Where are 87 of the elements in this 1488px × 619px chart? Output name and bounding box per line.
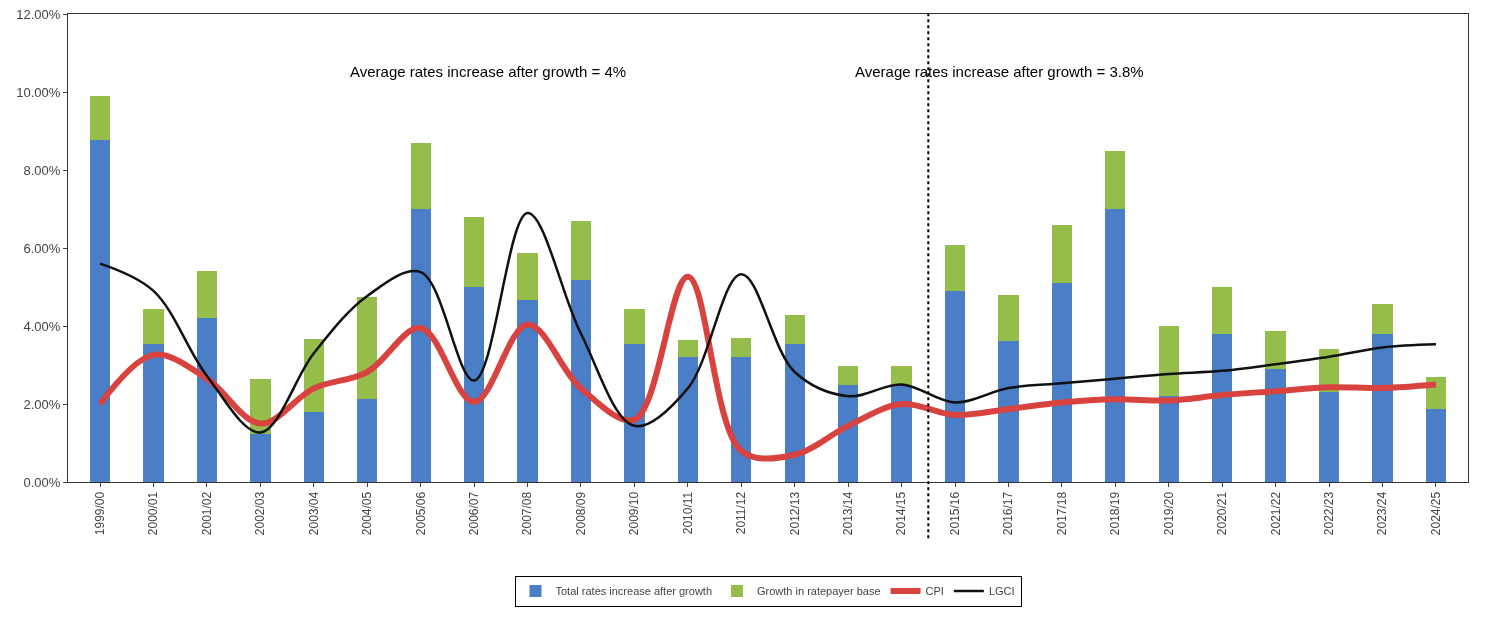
bar: [570, 279, 592, 482]
x-tick-label: 2010/11: [680, 491, 695, 535]
x-tick-label: 2002/03: [253, 491, 268, 536]
y-tick-label: 6.00%: [23, 240, 61, 256]
x-tick-label: 2003/04: [306, 491, 321, 536]
bar: [357, 399, 378, 482]
bar: [624, 309, 645, 344]
annotation: Average rates increase after growth = 4%: [350, 63, 627, 80]
bar: [250, 433, 271, 482]
y-tick-label: 10.00%: [16, 84, 61, 100]
bar: [196, 271, 218, 319]
legend-label: Total rates increase after growth: [555, 585, 713, 598]
x-tick-label: 2023/24: [1375, 491, 1390, 536]
bar: [944, 244, 966, 291]
bar: [944, 290, 966, 482]
y-tick-label: 0.00%: [23, 474, 61, 490]
bar: [410, 209, 431, 482]
bar: [1425, 409, 1447, 482]
bar: [463, 216, 485, 287]
x-tick-label: 2022/23: [1321, 491, 1336, 536]
x-tick-label: 2004/05: [360, 491, 375, 536]
bar: [143, 309, 164, 344]
bar: [89, 139, 111, 482]
bar: [624, 343, 645, 482]
bar: [570, 221, 592, 280]
bar: [1212, 287, 1233, 334]
x-tick-label: 2013/14: [841, 491, 856, 536]
bar: [891, 385, 912, 482]
bar: [998, 340, 1019, 482]
x-tick-label: 2018/19: [1108, 491, 1123, 536]
bar: [1372, 333, 1393, 482]
bar: [1051, 283, 1073, 482]
legend-label: LGCI: [988, 585, 1015, 598]
x-tick-label: 2021/22: [1268, 491, 1283, 536]
x-tick-label: 2012/13: [787, 491, 802, 536]
bar: [463, 287, 485, 482]
bar: [89, 95, 111, 140]
bar: [1105, 209, 1126, 482]
bar: [998, 294, 1019, 341]
x-tick-label: 2014/15: [894, 491, 909, 536]
bar: [1212, 333, 1233, 482]
x-tick-label: 2007/08: [520, 491, 535, 536]
bar: [1265, 368, 1286, 482]
line-series: [98, 211, 1438, 434]
x-tick-label: 2000/01: [146, 491, 161, 536]
bar: [731, 357, 752, 482]
x-tick-label: 2016/17: [1001, 491, 1016, 536]
legend-label: Growth in ratepayer base: [757, 585, 881, 598]
bar: [1372, 303, 1393, 334]
bar: [517, 253, 538, 300]
bar: [891, 365, 912, 386]
annotation: Average rates increase after growth = 3.8%: [855, 63, 1144, 80]
bar: [1158, 326, 1179, 397]
bar: [731, 337, 752, 358]
bar: [1318, 392, 1340, 482]
x-tick-label: 2001/02: [199, 491, 214, 536]
x-tick-label: 2015/16: [947, 491, 962, 536]
bar: [784, 343, 805, 482]
x-tick-label: 2009/10: [627, 491, 642, 536]
x-tick-label: 2017/18: [1054, 491, 1069, 536]
legend-label: CPI: [925, 585, 944, 598]
bar: [1105, 150, 1126, 209]
x-tick-label: 2011/12: [734, 491, 749, 535]
bar: [517, 299, 538, 482]
x-tick-label: 2020/21: [1215, 491, 1230, 536]
y-tick-label: 12.00%: [16, 6, 61, 22]
bar: [838, 366, 859, 385]
y-tick-label: 8.00%: [23, 162, 61, 178]
bar: [1158, 396, 1179, 482]
x-tick-label: 2024/25: [1428, 491, 1443, 536]
bar: [1265, 331, 1286, 369]
bar: [410, 142, 431, 209]
bar: [143, 343, 164, 482]
bar: [196, 318, 218, 482]
bar: [357, 297, 378, 400]
bar: [784, 315, 805, 344]
x-tick-label: 2006/07: [467, 491, 482, 536]
y-tick-label: 4.00%: [23, 318, 61, 334]
y-tick-label: 2.00%: [23, 396, 61, 412]
bar: [677, 357, 698, 482]
bar: [1051, 224, 1073, 284]
bar: [303, 411, 324, 482]
bar: [677, 339, 698, 358]
x-tick-label: 2008/09: [573, 491, 588, 536]
x-tick-label: 1999/00: [92, 491, 107, 536]
x-tick-label: 2005/06: [413, 491, 428, 536]
x-tick-label: 2019/20: [1161, 491, 1176, 536]
